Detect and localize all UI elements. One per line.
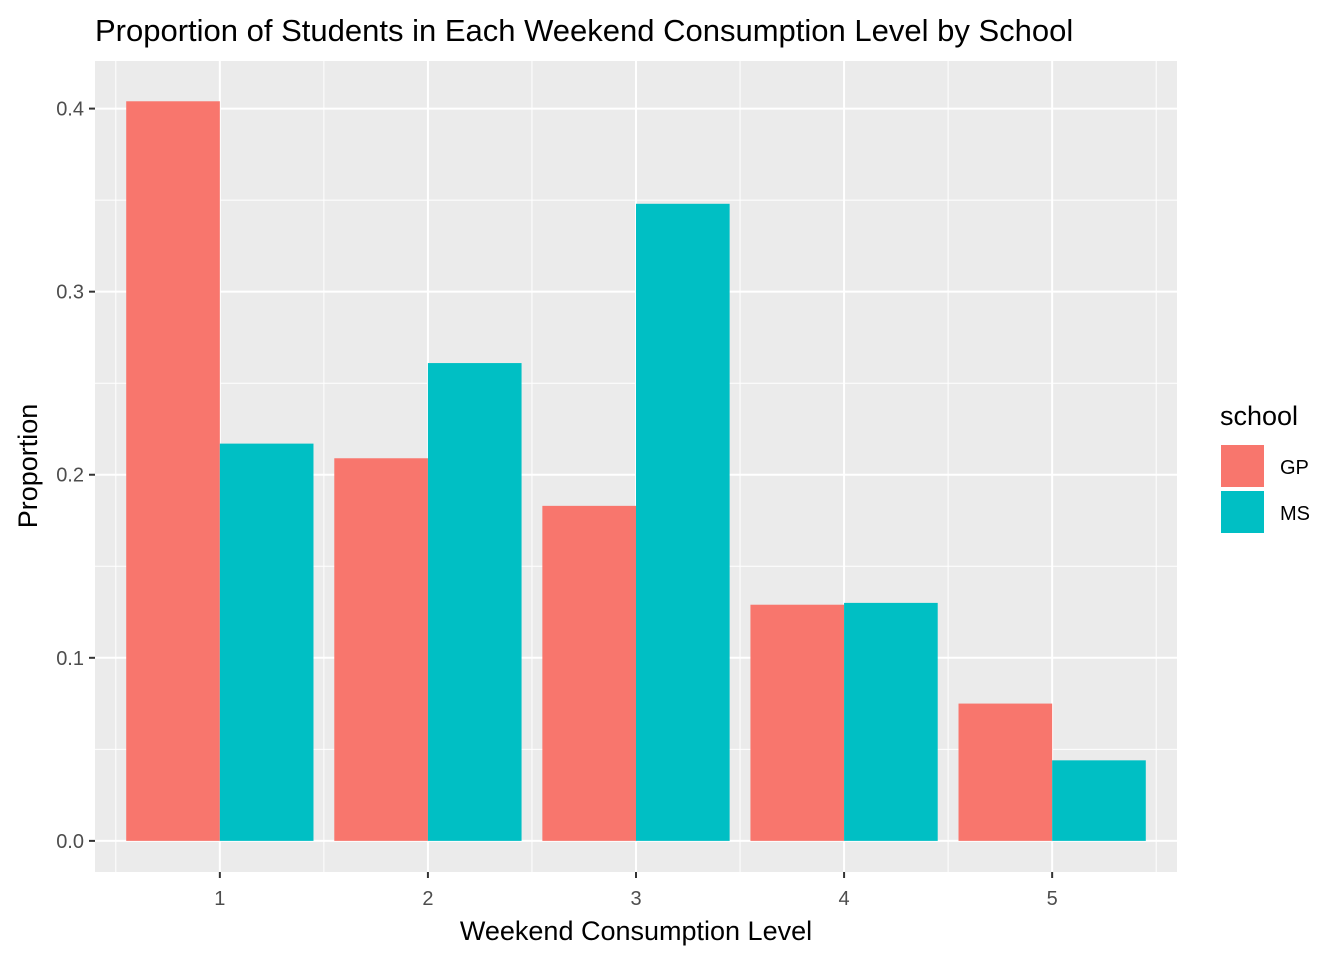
bar-ms-2 (427, 363, 522, 841)
x-axis-title: Weekend Consumption Level (460, 916, 812, 946)
legend-title: school (1220, 401, 1298, 431)
y-tick-label: 0.3 (56, 282, 84, 304)
bars (126, 101, 1146, 841)
bar-ms-5 (1052, 760, 1146, 841)
y-axis-title: Proportion (13, 404, 43, 529)
bar-gp-3 (542, 505, 636, 841)
bar-ms-1 (219, 443, 314, 841)
chart-title: Proportion of Students in Each Weekend C… (95, 13, 1073, 48)
bar-gp-2 (334, 458, 428, 841)
y-axis: 0.0 0.1 0.2 0.3 0.4 (56, 99, 95, 853)
legend-items: GP MS (1221, 445, 1310, 533)
bar-gp-5 (958, 703, 1053, 841)
legend-label-gp: GP (1280, 457, 1309, 479)
bar-ms-4 (844, 602, 938, 841)
legend-key-ms (1221, 491, 1264, 533)
x-tick-label: 1 (214, 888, 225, 910)
y-tick-label: 0.2 (56, 465, 84, 487)
legend-label-ms: MS (1280, 503, 1310, 525)
x-tick-label: 2 (422, 888, 433, 910)
x-tick-label: 4 (839, 888, 850, 910)
x-axis: 1 2 3 4 5 (214, 872, 1058, 910)
x-tick-label: 3 (630, 888, 641, 910)
x-tick-label: 5 (1047, 888, 1058, 910)
y-tick-label: 0.0 (56, 831, 84, 853)
legend: school GP MS (1220, 401, 1310, 533)
y-tick-label: 0.1 (56, 648, 84, 670)
y-tick-label: 0.4 (56, 99, 84, 121)
bar-gp-4 (750, 604, 845, 841)
bar-ms-3 (636, 203, 730, 841)
legend-key-gp (1221, 445, 1264, 487)
bar-gp-1 (126, 101, 220, 841)
